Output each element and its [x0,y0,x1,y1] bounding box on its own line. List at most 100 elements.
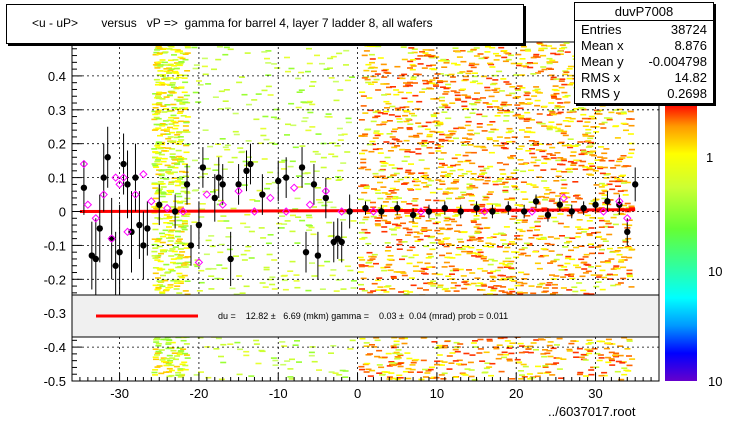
profile-point [298,164,306,171]
density-cell [484,51,491,53]
density-cell [394,357,401,360]
density-cell [441,80,448,83]
density-cell [408,163,414,165]
density-cell [467,361,474,364]
density-cell [383,100,390,103]
density-cell [591,348,598,350]
density-cell [332,155,339,158]
density-cell [530,292,537,295]
density-cell [171,250,178,253]
density-cell [512,186,519,188]
density-cell [163,108,170,110]
density-cell [452,360,459,362]
density-cell [583,375,589,377]
density-cell [166,48,173,50]
density-cell [284,220,291,222]
density-cell [177,224,184,226]
density-cell [439,254,446,257]
density-cell [466,239,473,242]
density-cell [520,170,527,173]
density-cell [381,192,388,194]
density-cell [474,232,481,234]
density-cell [178,374,185,377]
density-cell [486,124,493,126]
density-cell [435,214,442,217]
density-cell [171,65,178,67]
density-cell [244,249,251,252]
density-cell [601,157,608,159]
density-cell [392,196,399,198]
density-cell [167,140,174,143]
density-cell [516,361,523,363]
density-cell [506,127,513,130]
density-cell [418,159,425,161]
density-cell [548,243,555,246]
density-cell [590,366,597,369]
density-cell [424,262,431,265]
density-cell [396,353,403,355]
density-cell [184,52,191,54]
density-cell [239,292,246,294]
density-cell [503,115,510,117]
density-cell [557,129,564,131]
density-cell [560,158,567,160]
density-cell [299,219,306,222]
density-cell [587,152,594,154]
density-cell [407,60,414,63]
density-cell [595,231,602,234]
density-cell [429,56,436,59]
density-cell [417,287,423,290]
profile-point [92,255,99,263]
density-cell [400,222,406,225]
density-cell [621,223,628,226]
density-cell [412,94,419,97]
density-cell [262,115,269,118]
density-cell [326,201,333,203]
density-cell [406,127,413,129]
density-cell [197,336,204,339]
density-cell [452,47,459,49]
density-cell [454,214,461,216]
density-cell [501,50,508,52]
density-cell [375,89,382,91]
density-cell [476,145,483,148]
density-cell [410,361,417,364]
density-cell [523,91,530,93]
density-cell [468,369,475,371]
density-cell [461,105,468,108]
density-cell [458,44,465,46]
density-cell [457,160,464,163]
density-cell [172,166,179,169]
density-cell [598,146,605,148]
density-cell [535,72,541,74]
density-cell [549,374,556,376]
density-cell [393,351,400,354]
density-cell [400,201,407,203]
density-cell [576,282,583,284]
density-cell [564,51,571,53]
density-cell [434,144,441,146]
fit-line [79,208,636,213]
density-cell [538,215,545,218]
density-cell [407,188,413,190]
density-cell [337,139,344,141]
density-cell [180,339,187,342]
density-cell [408,135,415,138]
density-cell [566,289,573,291]
density-cell [524,345,531,348]
density-cell [521,292,528,294]
density-cell [485,44,492,46]
density-cell [374,189,381,192]
density-cell [165,341,172,344]
density-cell [503,186,510,188]
density-cell [556,357,563,360]
density-cell [569,258,576,261]
density-cell [170,258,177,260]
density-cell [477,282,484,284]
density-cell [620,277,627,280]
density-cell [298,71,305,74]
density-cell [536,113,543,115]
density-cell [581,268,588,270]
density-cell [552,85,559,87]
density-cell [363,69,370,72]
